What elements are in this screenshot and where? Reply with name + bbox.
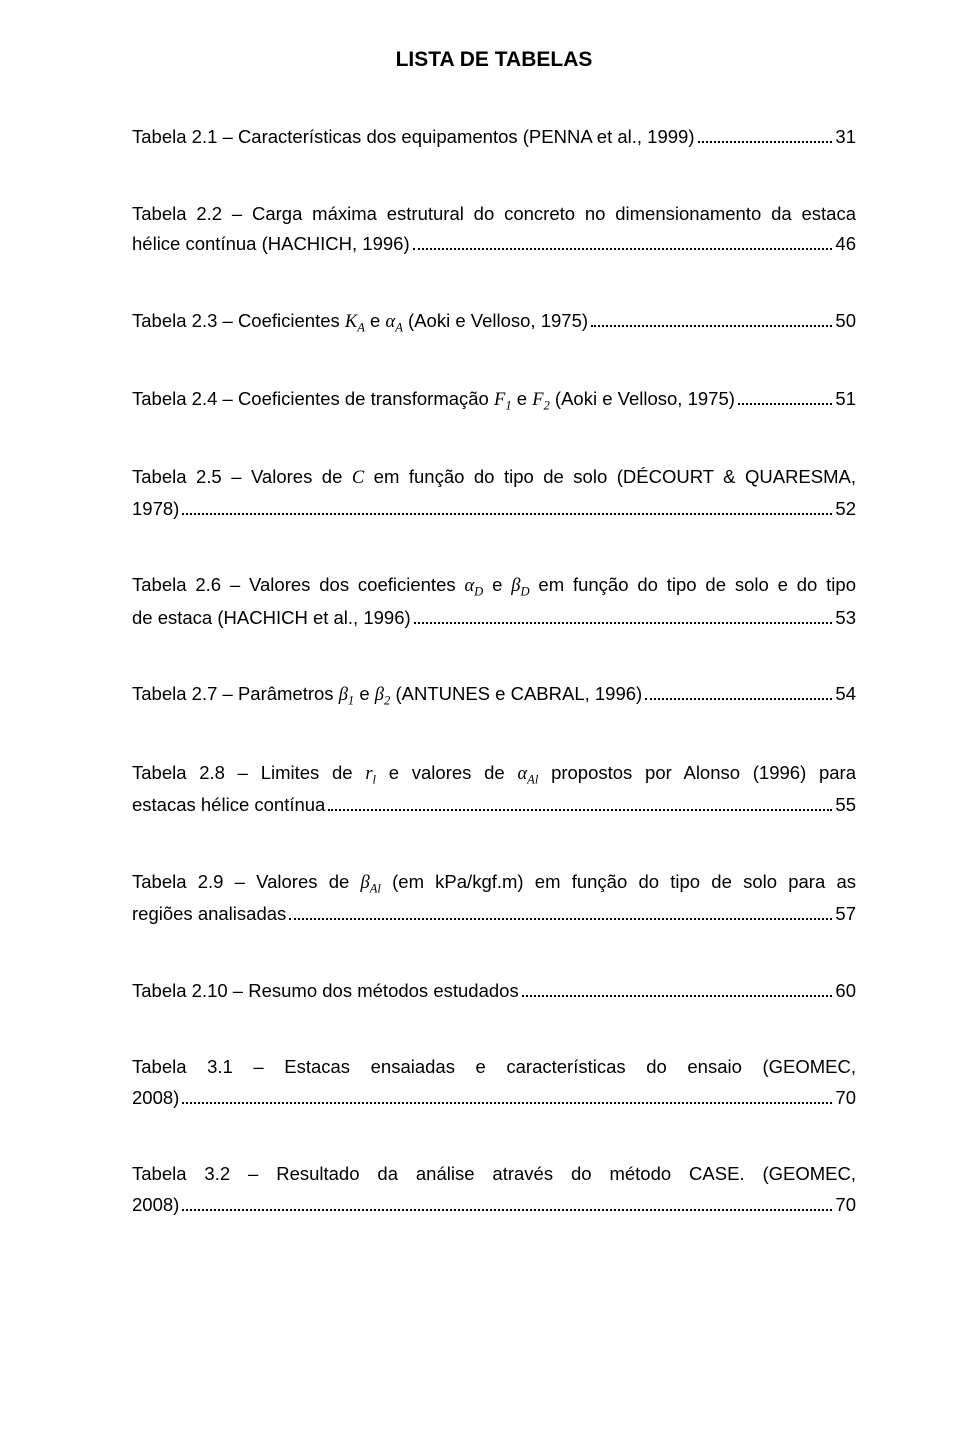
toc-leader-dots [591,325,832,327]
toc-entry-last-text: regiões analisadas [132,899,286,930]
toc-entry-last-text: hélice contínua (HACHICH, 1996) [132,229,410,260]
toc-entry-text: Tabela 2.8 – Limites de rl e valores de … [132,758,856,790]
toc-entry: Tabela 2.3 – Coeficientes KA e αA (Aoki … [132,306,856,338]
toc-entry-lastline: de estaca (HACHICH et al., 1996) 53 [132,603,856,634]
toc-entry-last-text: Tabela 2.10 – Resumo dos métodos estudad… [132,976,519,1007]
toc-entry: Tabela 2.9 – Valores de βAl (em kPa/kgf.… [132,867,856,930]
toc-entry-text: Tabela 2.2 – Carga máxima estrutural do … [132,199,856,230]
toc-entry-lastline: Tabela 2.4 – Coeficientes de transformaç… [132,384,856,416]
toc-entry-text: Tabela 3.1 – Estacas ensaiadas e caracte… [132,1052,856,1083]
toc-entry-lastline: estacas hélice contínua 55 [132,790,856,821]
toc-page-number: 70 [835,1190,856,1221]
toc-leader-dots [413,248,833,250]
toc-page-number: 50 [835,306,856,337]
toc-page-number: 57 [835,899,856,930]
toc-entry: Tabela 2.2 – Carga máxima estrutural do … [132,199,856,260]
toc-entry-last-text: estacas hélice contínua [132,790,325,821]
toc-entry: Tabela 2.5 – Valores de C em função do t… [132,462,856,524]
toc-leader-dots [414,622,833,624]
toc-leader-dots [328,809,832,811]
toc-entry-last-text: 2008) [132,1083,179,1114]
toc-entry-last-text: Tabela 2.7 – Parâmetros β1 e β2 (ANTUNES… [132,679,642,711]
toc-entry: Tabela 2.4 – Coeficientes de transformaç… [132,384,856,416]
toc-entry-lastline: regiões analisadas 57 [132,899,856,930]
toc-page-number: 51 [835,384,856,415]
toc-entry-lastline: Tabela 2.3 – Coeficientes KA e αA (Aoki … [132,306,856,338]
toc-leader-dots [182,513,832,515]
toc-entry: Tabela 3.2 – Resultado da análise atravé… [132,1159,856,1220]
toc-entry-last-text: 2008) [132,1190,179,1221]
toc-entry-text: Tabela 2.5 – Valores de C em função do t… [132,462,856,494]
toc-leader-dots [645,698,832,700]
toc-page-number: 53 [835,603,856,634]
toc-page-number: 70 [835,1083,856,1114]
toc-entry: Tabela 2.8 – Limites de rl e valores de … [132,758,856,821]
toc-entry-last-text: Tabela 2.4 – Coeficientes de transformaç… [132,384,735,416]
toc-page-number: 55 [835,790,856,821]
toc-entry-text: Tabela 3.2 – Resultado da análise atravé… [132,1159,856,1190]
toc-page-number: 31 [835,122,856,153]
toc-entry-lastline: Tabela 2.7 – Parâmetros β1 e β2 (ANTUNES… [132,679,856,711]
toc-entry-last-text: 1978) [132,494,179,525]
toc-page-number: 60 [835,976,856,1007]
toc-entry: Tabela 2.1 – Características dos equipam… [132,122,856,153]
toc-entry: Tabela 3.1 – Estacas ensaiadas e caracte… [132,1052,856,1113]
toc-leader-dots [738,403,833,405]
toc-leader-dots [182,1102,832,1104]
toc-leader-dots [698,141,833,143]
toc-entry-lastline: Tabela 2.10 – Resumo dos métodos estudad… [132,976,856,1007]
toc-entry-lastline: 2008) 70 [132,1083,856,1114]
toc-entry-text: Tabela 2.6 – Valores dos coeficientes αD… [132,570,856,602]
toc-entry-last-text: Tabela 2.3 – Coeficientes KA e αA (Aoki … [132,306,588,338]
page-title: LISTA DE TABELAS [132,48,856,72]
toc-page-number: 54 [835,679,856,710]
toc-entries: Tabela 2.1 – Características dos equipam… [132,122,856,1220]
toc-entry-last-text: de estaca (HACHICH et al., 1996) [132,603,411,634]
toc-page-number: 52 [835,494,856,525]
toc-entry: Tabela 2.10 – Resumo dos métodos estudad… [132,976,856,1007]
toc-entry: Tabela 2.7 – Parâmetros β1 e β2 (ANTUNES… [132,679,856,711]
toc-page-number: 46 [835,229,856,260]
toc-entry-lastline: hélice contínua (HACHICH, 1996) 46 [132,229,856,260]
toc-entry-last-text: Tabela 2.1 – Características dos equipam… [132,122,695,153]
toc-entry-lastline: 2008) 70 [132,1190,856,1221]
toc-leader-dots [182,1209,832,1211]
toc-entry-text: Tabela 2.9 – Valores de βAl (em kPa/kgf.… [132,867,856,899]
toc-entry-lastline: Tabela 2.1 – Características dos equipam… [132,122,856,153]
toc-leader-dots [289,918,832,920]
toc-leader-dots [522,995,833,997]
toc-entry: Tabela 2.6 – Valores dos coeficientes αD… [132,570,856,633]
toc-entry-lastline: 1978) 52 [132,494,856,525]
